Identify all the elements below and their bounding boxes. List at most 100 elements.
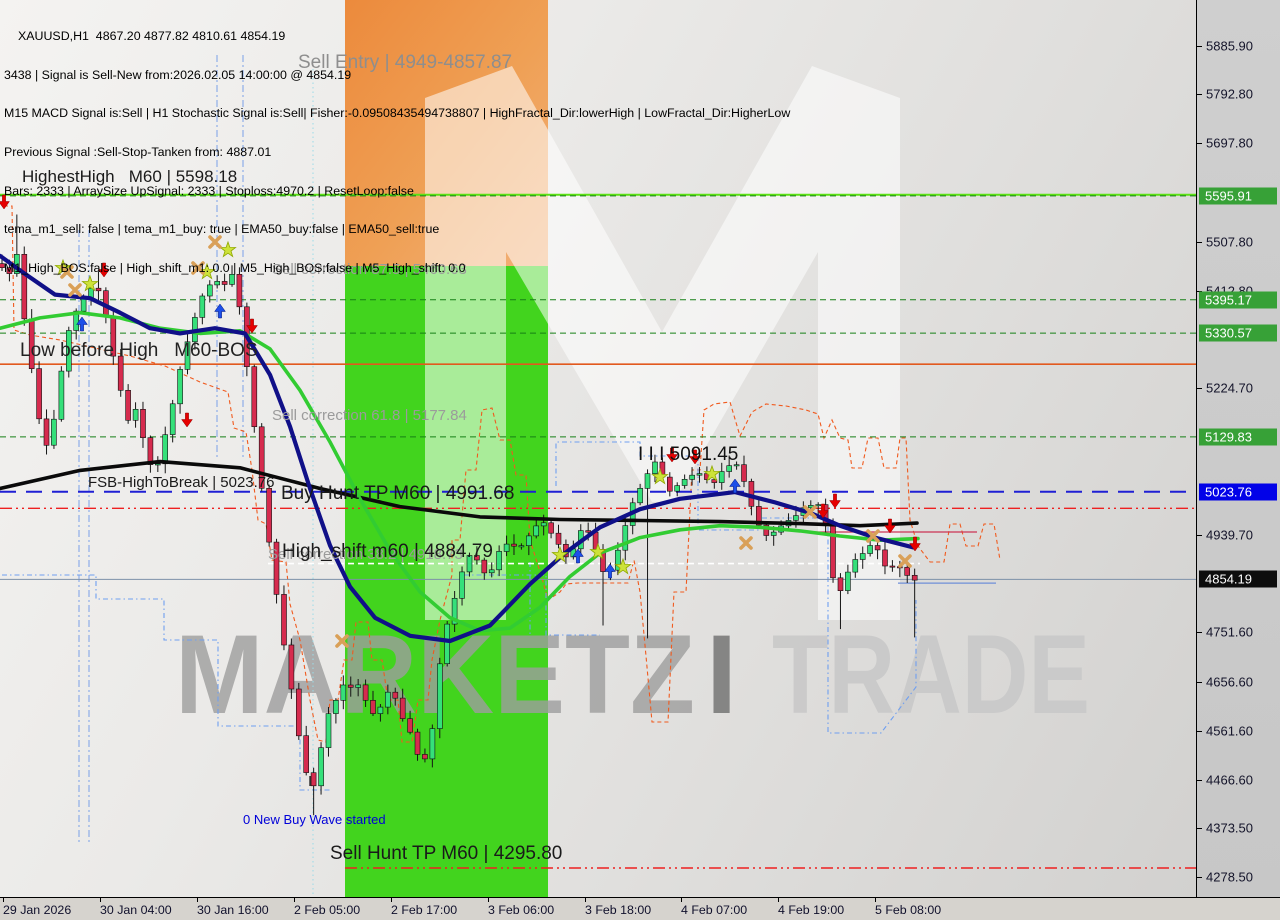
time-tick-mark <box>391 898 392 902</box>
time-tick-mark <box>100 898 101 902</box>
bear-candle <box>481 559 488 574</box>
signal-status-line: 3438 | Signal is Sell-New from:2026.02.0… <box>4 67 352 82</box>
price-tick-mark <box>1197 535 1202 537</box>
bull-candle <box>696 473 703 476</box>
x-mark-icon <box>866 529 880 543</box>
bear-candle <box>889 565 896 568</box>
bull-candle <box>340 684 347 701</box>
bull-candle <box>733 464 740 467</box>
hilo-channel-line <box>4 205 1001 743</box>
indicator-status-line: M15 MACD Signal is:Sell | H1 Stochastic … <box>4 106 791 121</box>
bull-candle <box>852 559 859 573</box>
bear-candle <box>874 545 881 551</box>
low-i-marker: I <box>308 773 312 790</box>
time-tick-label: 2 Feb 17:00 <box>391 903 458 917</box>
previous-signal-line: Previous Signal :Sell-Stop-Tanken from: … <box>4 144 272 159</box>
sell-arrow-icon <box>98 262 110 278</box>
time-tick-mark <box>488 898 489 902</box>
candles <box>0 214 918 816</box>
bull-candle <box>51 418 57 446</box>
price-badge-5595-91: 5595.91 <box>1199 187 1277 205</box>
bull-candle <box>169 403 176 435</box>
bull-candle <box>815 504 822 507</box>
bear-candle <box>251 366 258 428</box>
star-icon <box>219 240 237 258</box>
price-tick-mark <box>1197 241 1202 243</box>
bear-candle <box>258 426 265 489</box>
star-icon <box>703 464 721 482</box>
bull-candle <box>644 473 651 489</box>
time-tick-mark <box>681 898 682 902</box>
time-tick-mark <box>778 898 779 902</box>
bull-candle <box>199 295 206 318</box>
price-tick-label: 4939.70 <box>1206 527 1253 543</box>
price-tick-label: 5224.70 <box>1206 380 1253 396</box>
bear-candle <box>21 254 28 320</box>
bear-candle <box>147 437 154 465</box>
bull-candle <box>207 284 213 297</box>
bull-candle <box>652 461 658 474</box>
price-badge-5330-57: 5330.57 <box>1199 324 1277 342</box>
donchian-channel-line <box>464 574 600 636</box>
bear-candle <box>125 389 131 421</box>
bear-candle <box>422 754 428 760</box>
price-tick-label: 5885.90 <box>1206 38 1253 54</box>
bull-candle <box>533 525 540 537</box>
bear-candle <box>555 532 562 545</box>
price-tick-label: 4561.60 <box>1206 723 1253 739</box>
watermark-word-left: MARKETZ <box>175 612 695 737</box>
time-axis[interactable]: 29 Jan 2026 30 Jan 04:00 30 Jan 16:00 2 Feb… <box>0 897 1280 920</box>
star-icon <box>81 274 99 292</box>
price-badge-4854-19: 4854.19 <box>1199 570 1277 588</box>
price-axis[interactable]: 5885.905792.805697.805507.805412.805224.… <box>1196 0 1280 897</box>
bos-shift-line: M1_High_BOS:false | High_shift_m1: 0.0 |… <box>4 261 466 276</box>
vertical-session-lines <box>78 55 314 897</box>
bull-candle <box>429 728 436 760</box>
bear-candle <box>310 772 317 787</box>
bear-candle <box>763 524 770 536</box>
bull-candle <box>451 597 458 625</box>
sell-arrow-icon <box>884 518 896 534</box>
price-tick-label: 4656.60 <box>1206 674 1253 689</box>
symbol-ohlc-title: XAUUSD,H1 4867.20 4877.82 4810.61 4854.1… <box>18 28 286 43</box>
star-icon <box>551 545 569 563</box>
bear-candle <box>585 530 592 533</box>
bear-candle <box>273 541 280 595</box>
x-mark-icon <box>191 261 205 275</box>
sell-arrow-icon <box>829 493 841 509</box>
bull-candle <box>689 474 695 480</box>
buy-arrow-icon <box>572 548 584 564</box>
bull-candle <box>444 623 451 664</box>
time-tick-label: 29 Jan 2026 <box>3 903 72 917</box>
sell-arrow-icon <box>817 503 829 519</box>
bear-candle <box>392 691 399 699</box>
sell-arrow-icon <box>666 447 678 463</box>
bear-candle <box>882 549 888 567</box>
bear-candle <box>95 287 102 292</box>
bear-candle <box>904 566 911 576</box>
bull-candle <box>229 273 235 285</box>
price-tick-mark <box>1197 730 1202 732</box>
x-mark-icon <box>898 554 912 568</box>
bull-candle <box>214 281 220 286</box>
watermark-word-right: TRADE <box>772 612 1090 737</box>
bull-candle <box>377 706 384 714</box>
bull-candle <box>488 569 495 574</box>
price-badge-5395-17: 5395.17 <box>1199 291 1277 309</box>
bear-candle <box>755 506 762 526</box>
bear-candle <box>0 263 5 269</box>
bear-candle <box>711 479 718 483</box>
watermark-m-logo <box>425 66 900 620</box>
buy-arrow-icon <box>729 478 741 494</box>
bull-candle <box>718 471 725 483</box>
sell-correction-618-label: Sell correction 61.8 | 5177.84 <box>272 407 467 424</box>
bear-candle <box>43 418 50 446</box>
time-tick-mark <box>197 898 198 902</box>
price-tick-label: 5507.80 <box>1206 234 1253 249</box>
bull-candle <box>66 330 72 372</box>
chart-canvas[interactable]: MARKETZ I TRADE I Sell Entry | 4949-4857.87… <box>0 0 1196 897</box>
price-tick-mark <box>1197 143 1202 145</box>
x-mark-icon <box>803 505 817 519</box>
price-tick-label: 4751.60 <box>1206 624 1253 640</box>
